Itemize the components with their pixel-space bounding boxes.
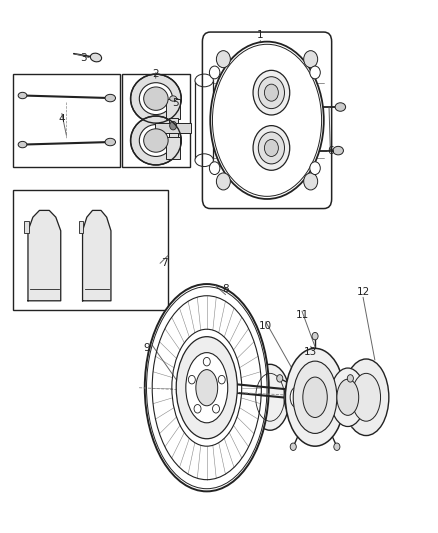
Text: 11: 11	[295, 310, 309, 320]
Ellipse shape	[203, 358, 210, 366]
Ellipse shape	[251, 365, 290, 430]
Text: 10: 10	[259, 321, 272, 331]
Ellipse shape	[212, 405, 219, 413]
Ellipse shape	[90, 53, 102, 62]
Text: 4: 4	[59, 114, 65, 124]
Ellipse shape	[310, 66, 320, 79]
Ellipse shape	[131, 74, 181, 123]
Ellipse shape	[337, 379, 359, 415]
Ellipse shape	[333, 147, 343, 155]
Ellipse shape	[347, 375, 353, 382]
Ellipse shape	[352, 373, 381, 421]
Ellipse shape	[334, 443, 340, 450]
Ellipse shape	[312, 333, 318, 340]
Bar	[122, 74, 190, 166]
Ellipse shape	[303, 377, 327, 417]
Ellipse shape	[265, 84, 279, 101]
Ellipse shape	[196, 369, 218, 406]
Ellipse shape	[216, 173, 230, 190]
Bar	[169, 118, 177, 138]
Bar	[166, 99, 180, 119]
Bar	[13, 74, 120, 166]
Ellipse shape	[144, 129, 168, 152]
Ellipse shape	[258, 77, 285, 109]
Ellipse shape	[253, 70, 290, 115]
Ellipse shape	[277, 375, 283, 382]
Ellipse shape	[18, 92, 27, 99]
Ellipse shape	[293, 361, 337, 433]
Ellipse shape	[210, 42, 324, 199]
Ellipse shape	[105, 94, 116, 102]
Bar	[155, 123, 191, 133]
Ellipse shape	[144, 87, 168, 110]
Ellipse shape	[216, 51, 230, 68]
Ellipse shape	[131, 116, 181, 165]
Ellipse shape	[186, 353, 228, 423]
Text: 13: 13	[304, 346, 317, 357]
Ellipse shape	[335, 103, 346, 111]
Ellipse shape	[209, 66, 220, 79]
Ellipse shape	[343, 359, 389, 435]
Ellipse shape	[258, 132, 285, 164]
Ellipse shape	[176, 337, 237, 439]
Text: 1: 1	[257, 30, 264, 41]
Ellipse shape	[310, 162, 320, 174]
Ellipse shape	[304, 173, 318, 190]
Ellipse shape	[145, 284, 269, 491]
Bar	[195, 80, 213, 160]
Ellipse shape	[218, 375, 225, 384]
Text: 3: 3	[80, 53, 87, 62]
Ellipse shape	[139, 125, 173, 157]
Ellipse shape	[195, 154, 213, 166]
Text: 12: 12	[357, 287, 370, 297]
Bar	[25, 221, 29, 233]
Ellipse shape	[290, 387, 302, 407]
Ellipse shape	[253, 126, 290, 170]
Bar	[166, 137, 180, 159]
Text: 9: 9	[144, 343, 150, 353]
Ellipse shape	[209, 162, 220, 174]
Polygon shape	[28, 211, 61, 301]
Ellipse shape	[304, 51, 318, 68]
Ellipse shape	[330, 368, 365, 426]
Text: 7: 7	[161, 259, 168, 268]
Polygon shape	[82, 211, 111, 301]
Ellipse shape	[265, 140, 279, 157]
Ellipse shape	[290, 443, 296, 450]
Ellipse shape	[284, 377, 308, 417]
Text: 5: 5	[172, 98, 179, 108]
Ellipse shape	[194, 405, 201, 413]
Ellipse shape	[195, 74, 213, 87]
Ellipse shape	[170, 96, 177, 101]
Ellipse shape	[286, 349, 345, 446]
Text: 6: 6	[327, 146, 334, 156]
Ellipse shape	[170, 122, 177, 130]
Bar	[79, 221, 83, 233]
Text: 2: 2	[152, 69, 159, 79]
Bar	[13, 190, 168, 310]
Ellipse shape	[18, 141, 27, 148]
Text: 8: 8	[222, 285, 229, 294]
Ellipse shape	[188, 375, 195, 384]
Ellipse shape	[105, 138, 116, 146]
Ellipse shape	[139, 83, 173, 115]
